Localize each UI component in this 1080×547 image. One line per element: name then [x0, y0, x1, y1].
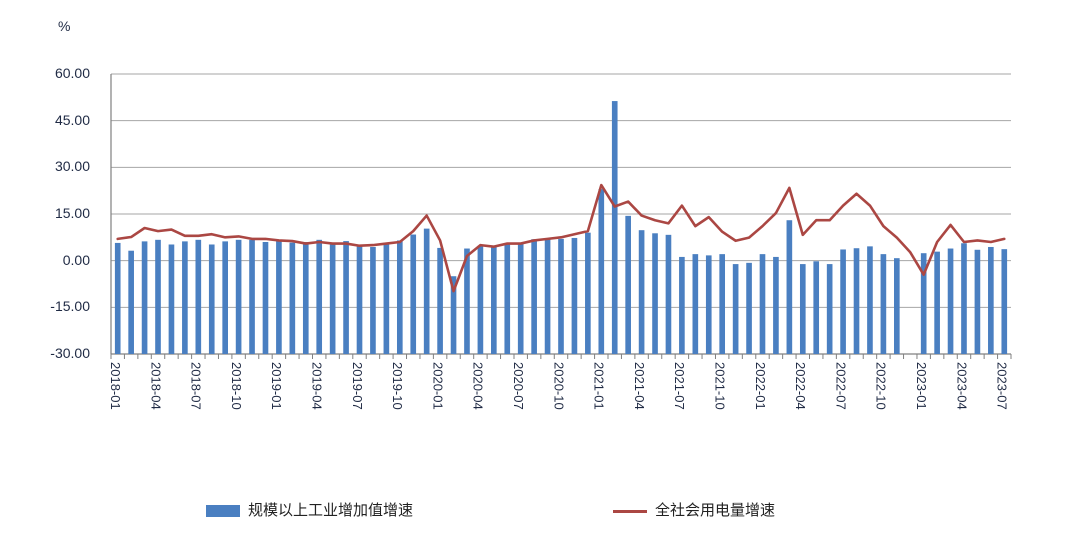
svg-text:2018-04: 2018-04: [148, 362, 163, 410]
svg-text:2022-10: 2022-10: [874, 362, 889, 410]
svg-text:2019-04: 2019-04: [309, 362, 324, 410]
svg-text:2022-04: 2022-04: [793, 362, 808, 410]
svg-text:2019-07: 2019-07: [350, 362, 365, 410]
svg-text:2021-01: 2021-01: [592, 362, 607, 410]
svg-text:2021-04: 2021-04: [632, 362, 647, 410]
svg-text:2018-01: 2018-01: [108, 362, 123, 410]
svg-text:2019-10: 2019-10: [390, 362, 405, 410]
svg-text:2023-04: 2023-04: [954, 362, 969, 410]
svg-text:2023-07: 2023-07: [995, 362, 1010, 410]
svg-text:2022-07: 2022-07: [833, 362, 848, 410]
svg-text:2023-01: 2023-01: [914, 362, 929, 410]
svg-text:2018-10: 2018-10: [229, 362, 244, 410]
svg-text:2020-07: 2020-07: [511, 362, 526, 410]
svg-text:2022-01: 2022-01: [753, 362, 768, 410]
svg-text:2021-10: 2021-10: [712, 362, 727, 410]
svg-text:2020-10: 2020-10: [551, 362, 566, 410]
svg-text:2019-01: 2019-01: [269, 362, 284, 410]
svg-text:2020-04: 2020-04: [471, 362, 486, 410]
svg-text:2018-07: 2018-07: [189, 362, 204, 410]
svg-text:2020-01: 2020-01: [430, 362, 445, 410]
svg-text:2021-07: 2021-07: [672, 362, 687, 410]
